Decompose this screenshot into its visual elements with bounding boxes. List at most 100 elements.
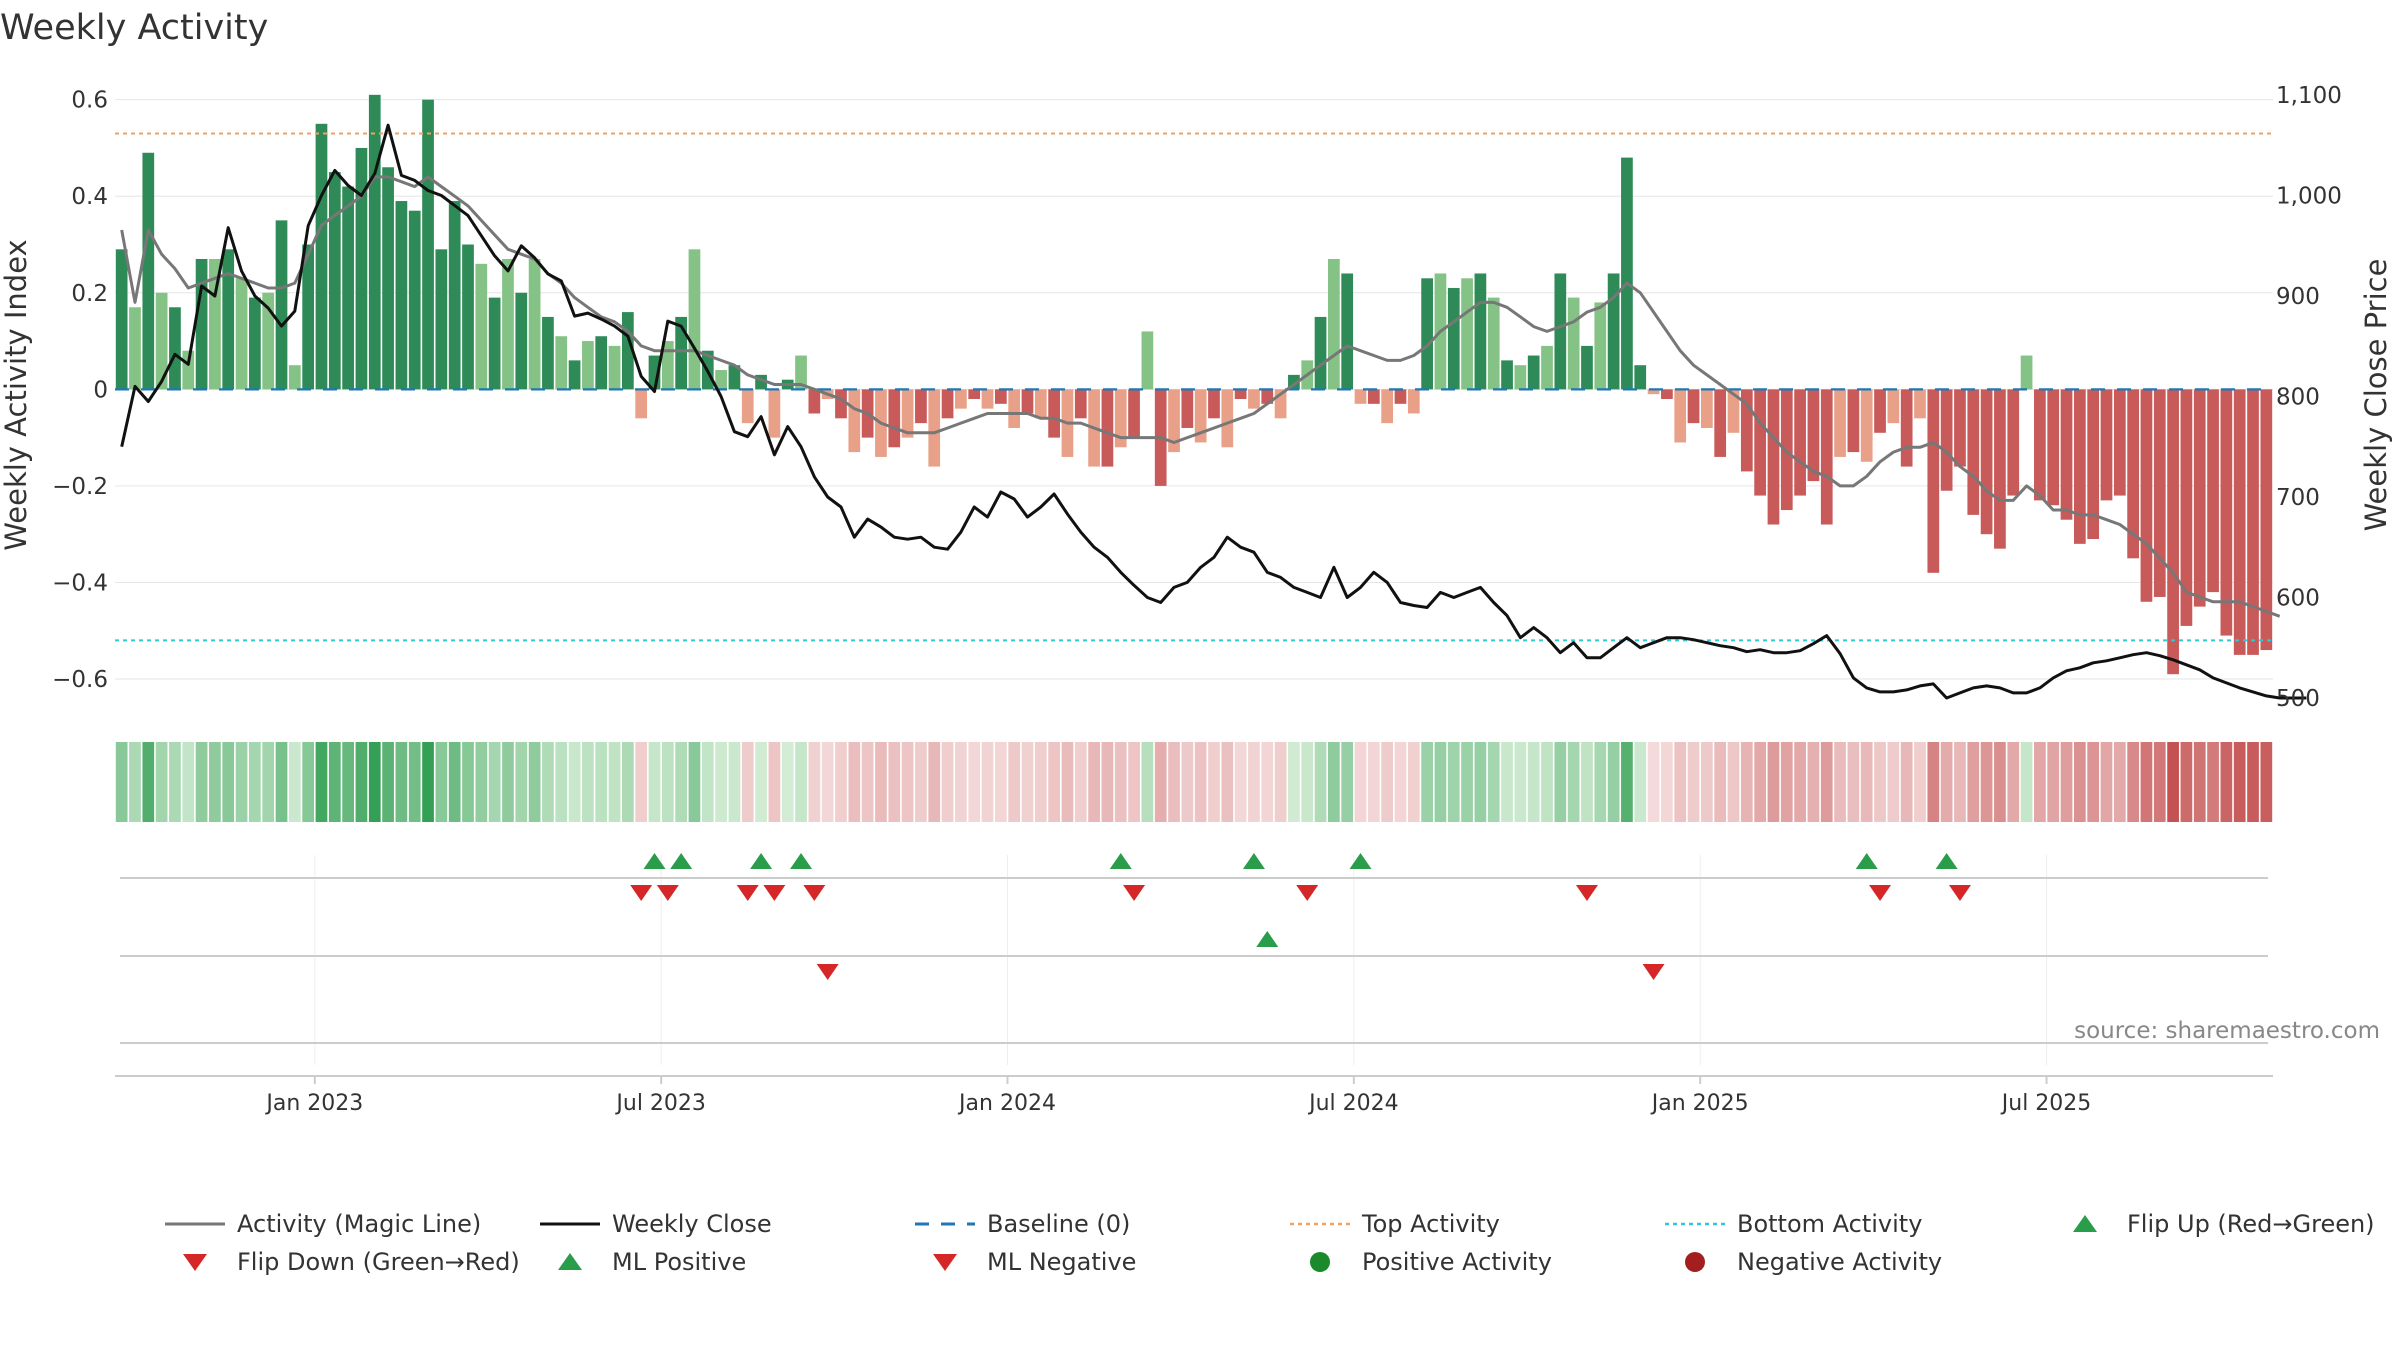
activity-bar-24 bbox=[435, 249, 448, 390]
flip-down-marker-9 bbox=[1948, 885, 1971, 901]
y-left-tick-4: −0.2 bbox=[52, 474, 108, 500]
strip-cell-159 bbox=[2233, 742, 2246, 822]
activity-bar-0 bbox=[115, 249, 128, 390]
legend-label-10: Negative Activity bbox=[1737, 1248, 1942, 1276]
strip-cell-8 bbox=[222, 742, 235, 822]
activity-bar-55 bbox=[848, 389, 861, 453]
activity-bar-80 bbox=[1181, 389, 1194, 428]
strip-cell-74 bbox=[1101, 742, 1114, 822]
activity-bar-11 bbox=[262, 292, 275, 390]
strip-cell-85 bbox=[1248, 742, 1260, 822]
strip-cell-27 bbox=[475, 742, 488, 822]
strip-cell-143 bbox=[2020, 742, 2033, 822]
activity-bar-130 bbox=[1847, 389, 1860, 453]
strip-cell-155 bbox=[2180, 742, 2193, 822]
legend-label-8: ML Negative bbox=[987, 1248, 1136, 1276]
strip-cell-18 bbox=[355, 742, 368, 822]
activity-bar-36 bbox=[595, 336, 608, 390]
activity-bar-51 bbox=[795, 355, 807, 390]
strip-cell-132 bbox=[1874, 742, 1886, 822]
activity-bar-123 bbox=[1754, 389, 1767, 496]
y-left-tick-6: −0.6 bbox=[52, 667, 108, 693]
activity-bar-106 bbox=[1527, 355, 1540, 390]
activity-bar-59 bbox=[901, 389, 914, 438]
chart-title: Weekly Activity bbox=[0, 8, 269, 48]
activity-bar-148 bbox=[2087, 389, 2100, 540]
strip-cell-90 bbox=[1314, 742, 1327, 822]
strip-cell-78 bbox=[1154, 742, 1167, 822]
source-note: source: sharemaestro.com bbox=[2074, 1018, 2380, 1044]
activity-bar-153 bbox=[2153, 389, 2166, 597]
strip-cell-97 bbox=[1407, 742, 1420, 822]
strip-cell-88 bbox=[1288, 742, 1300, 822]
strip-cell-52 bbox=[808, 742, 821, 822]
x-tick-label-2: Jan 2024 bbox=[957, 1091, 1056, 1116]
activity-bar-45 bbox=[715, 370, 727, 390]
activity-bar-3 bbox=[155, 292, 168, 390]
strip-cell-40 bbox=[648, 742, 661, 822]
strip-cell-5 bbox=[182, 742, 195, 822]
activity-bar-41 bbox=[661, 341, 674, 390]
activity-bar-72 bbox=[1074, 389, 1087, 419]
strip-cell-23 bbox=[422, 742, 434, 822]
strip-cell-150 bbox=[2113, 742, 2126, 822]
strip-cell-70 bbox=[1048, 742, 1060, 822]
strip-cell-83 bbox=[1221, 742, 1234, 822]
activity-bar-15 bbox=[315, 123, 328, 390]
activity-bar-94 bbox=[1367, 389, 1380, 404]
strip-cell-55 bbox=[848, 742, 861, 822]
strip-cell-13 bbox=[288, 742, 301, 822]
strip-cell-111 bbox=[1594, 742, 1607, 822]
strip-cell-33 bbox=[555, 742, 568, 822]
activity-bar-119 bbox=[1700, 389, 1713, 428]
activity-bar-90 bbox=[1314, 316, 1327, 390]
legend-label-3: Top Activity bbox=[1361, 1210, 1500, 1238]
activity-bar-140 bbox=[1980, 389, 1993, 535]
activity-bar-160 bbox=[2247, 389, 2259, 655]
activity-bar-30 bbox=[515, 292, 528, 390]
series-lines bbox=[120, 123, 2307, 700]
strip-cell-67 bbox=[1008, 742, 1021, 822]
strip-cell-96 bbox=[1394, 742, 1407, 822]
strip-cell-160 bbox=[2247, 742, 2259, 822]
x-tick-label-4: Jan 2025 bbox=[1650, 1091, 1749, 1116]
activity-bar-79 bbox=[1168, 389, 1180, 453]
activity-bar-134 bbox=[1900, 389, 1913, 467]
activity-bar-161 bbox=[2260, 389, 2273, 651]
activity-bar-67 bbox=[1008, 389, 1021, 428]
strip-cell-82 bbox=[1208, 742, 1220, 822]
strip-cell-93 bbox=[1354, 742, 1367, 822]
strip-cell-59 bbox=[901, 742, 914, 822]
activity-bar-155 bbox=[2180, 389, 2193, 626]
strip-cell-153 bbox=[2153, 742, 2166, 822]
activity-bar-48 bbox=[755, 374, 767, 390]
strip-cell-146 bbox=[2060, 742, 2073, 822]
legend-symbol-10 bbox=[1685, 1252, 1705, 1272]
activity-bar-65 bbox=[981, 389, 994, 409]
activity-bar-22 bbox=[408, 210, 421, 390]
y-right-tick-5: 600 bbox=[2276, 585, 2320, 611]
activity-bar-105 bbox=[1514, 365, 1527, 390]
strip-cell-61 bbox=[928, 742, 941, 822]
strip-cell-62 bbox=[941, 742, 954, 822]
strip-cell-151 bbox=[2127, 742, 2139, 822]
activity-bar-8 bbox=[222, 249, 235, 390]
activity-bar-147 bbox=[2073, 389, 2086, 544]
strip-cell-102 bbox=[1474, 742, 1487, 822]
magic-line bbox=[120, 175, 2281, 618]
activity-bars bbox=[115, 94, 2273, 675]
strip-cell-30 bbox=[515, 742, 528, 822]
strip-cell-73 bbox=[1088, 742, 1100, 822]
activity-bar-157 bbox=[2207, 389, 2219, 593]
strip-cell-128 bbox=[1820, 742, 1833, 822]
legend: Activity (Magic Line) Weekly Close Baselin… bbox=[165, 1210, 2375, 1276]
activity-bar-142 bbox=[2007, 389, 2020, 496]
strip-cell-133 bbox=[1887, 742, 1900, 822]
strip-cell-122 bbox=[1740, 742, 1753, 822]
y-left-tick-2: 0.2 bbox=[71, 281, 108, 307]
activity-bar-124 bbox=[1767, 389, 1780, 525]
flip-down-marker-1 bbox=[656, 885, 679, 901]
flip-down-marker-3 bbox=[763, 885, 786, 901]
activity-bar-23 bbox=[422, 99, 434, 390]
